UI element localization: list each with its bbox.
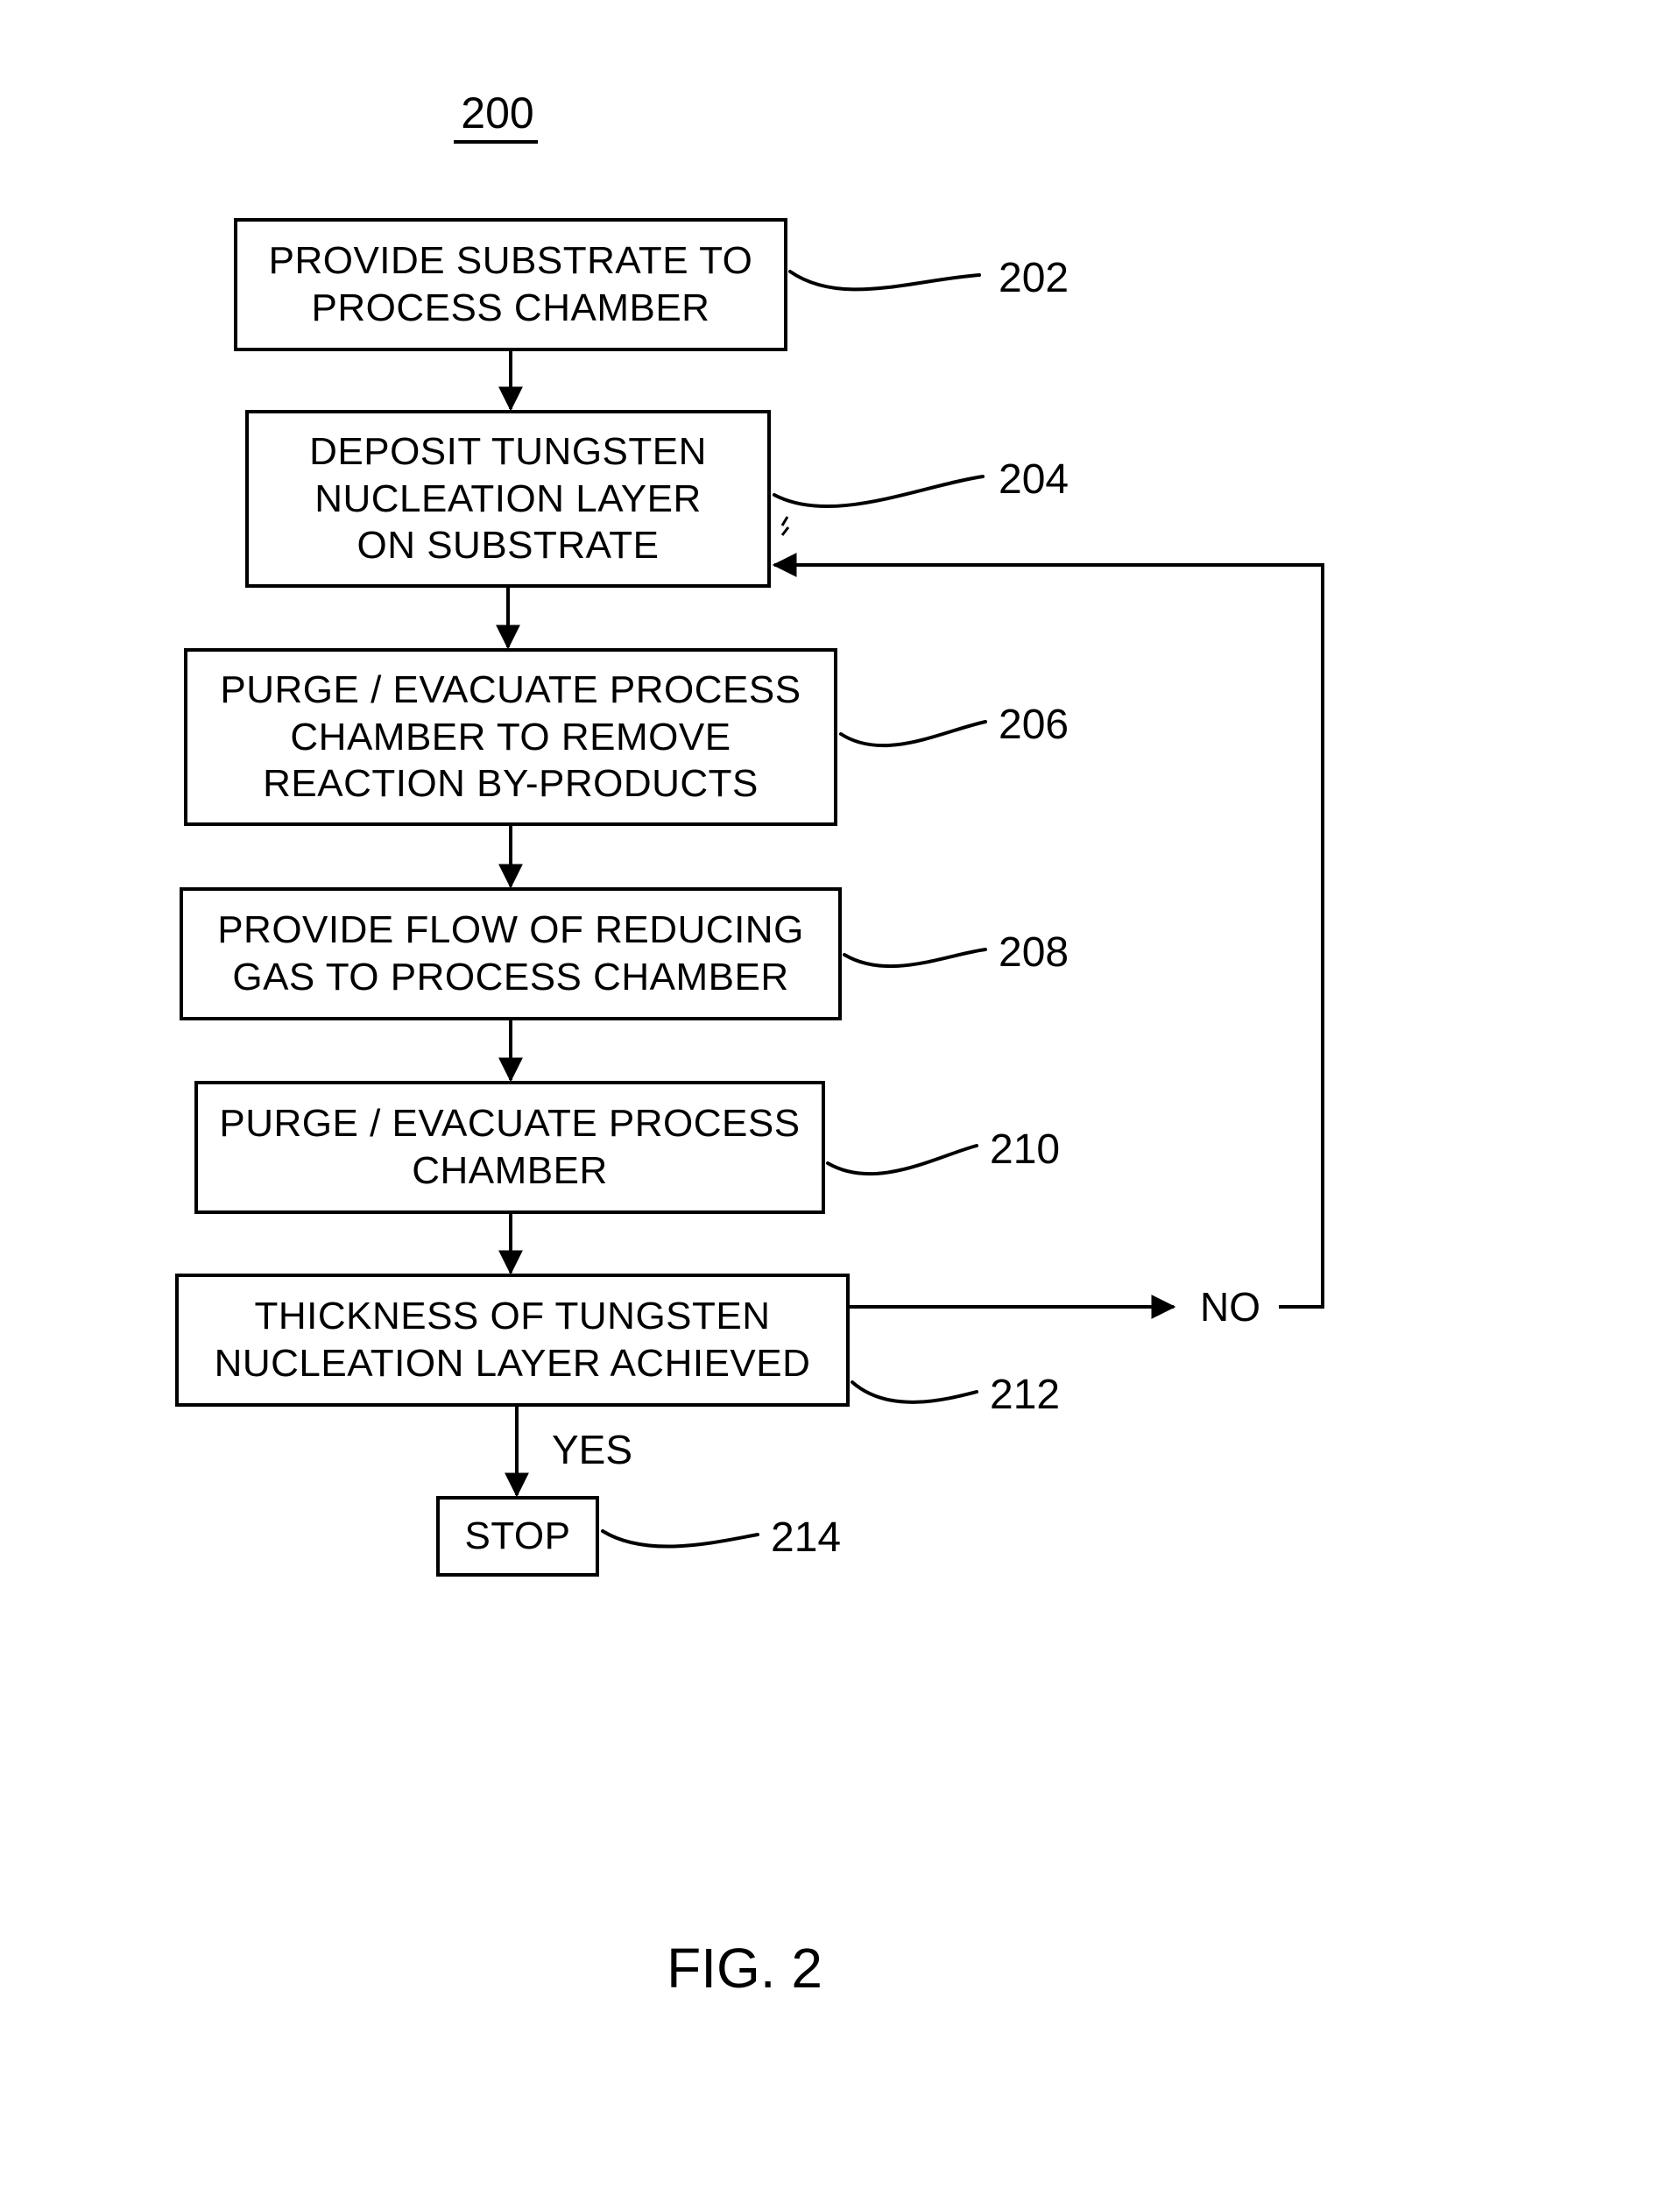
leader-lines [603, 272, 985, 1547]
connectors-svg [0, 0, 1680, 2209]
no-feedback [774, 565, 1323, 1307]
tick-204 [782, 517, 788, 535]
leader-214 [603, 1531, 758, 1547]
leader-210 [828, 1146, 977, 1174]
leader-206 [841, 722, 985, 745]
flowchart-canvas: 200 PROVIDE SUBSTRATE TO PROCESS CHAMBER… [0, 0, 1680, 2209]
leader-202 [790, 272, 979, 289]
no-return-path [774, 565, 1323, 1307]
step-connectors [508, 351, 517, 1495]
leader-208 [844, 949, 985, 966]
leader-212 [852, 1382, 977, 1402]
leader-204 [774, 476, 983, 506]
